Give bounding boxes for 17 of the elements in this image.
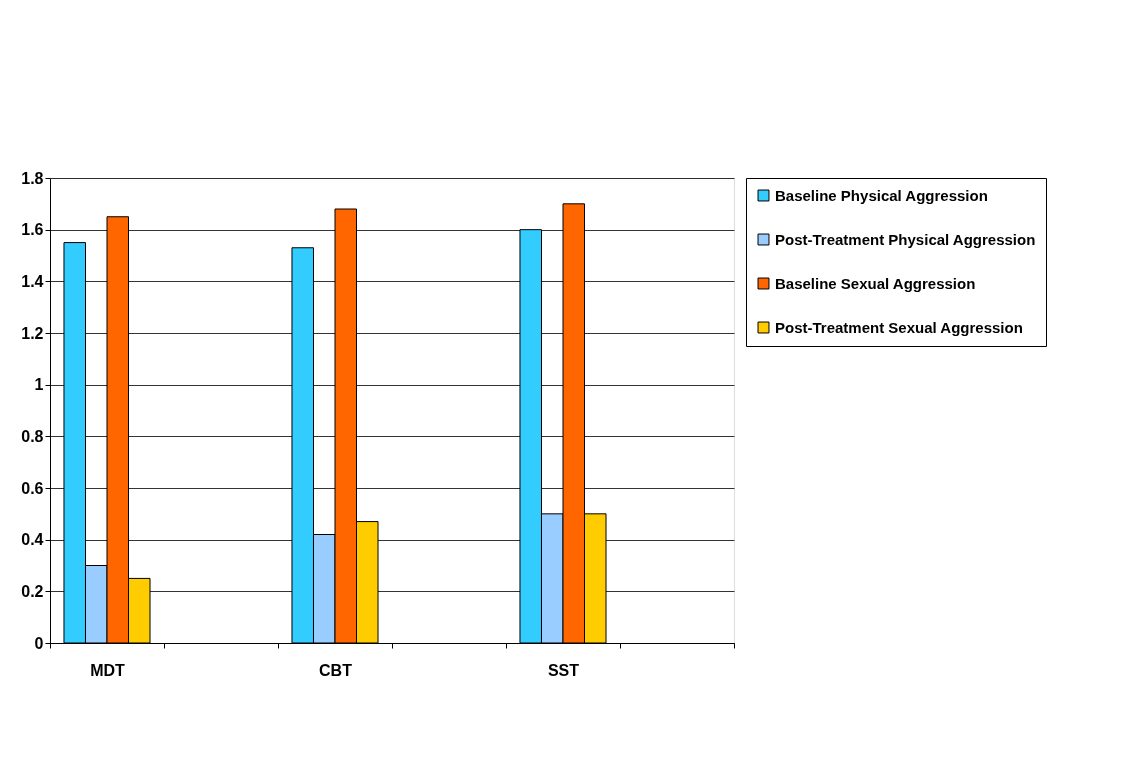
y-tick-label: 1.2 <box>21 324 44 342</box>
y-tick-label: 0.2 <box>21 582 44 600</box>
legend-label: Post-Treatment Sexual Aggression <box>775 318 1023 336</box>
y-tick-label: 0 <box>34 634 44 652</box>
x-tick-label: SST <box>547 661 580 679</box>
x-tick-label: CBT <box>319 661 353 679</box>
y-tick-label: 1 <box>34 376 44 394</box>
legend-label: Post-Treatment Physical Aggression <box>775 230 1036 248</box>
y-tick-label: 0.4 <box>21 531 44 549</box>
y-tick-label: 1.4 <box>21 272 44 290</box>
y-tick-label: 1.8 <box>21 169 44 187</box>
y-tick-label: 1.6 <box>21 221 44 239</box>
legend-label: Baseline Physical Aggression <box>775 186 988 204</box>
x-tick-label: MDT <box>90 661 126 679</box>
y-tick-label: 0.6 <box>21 479 44 497</box>
legend-label: Baseline Sexual Aggression <box>775 274 976 292</box>
y-tick-label: 0.8 <box>21 427 44 445</box>
